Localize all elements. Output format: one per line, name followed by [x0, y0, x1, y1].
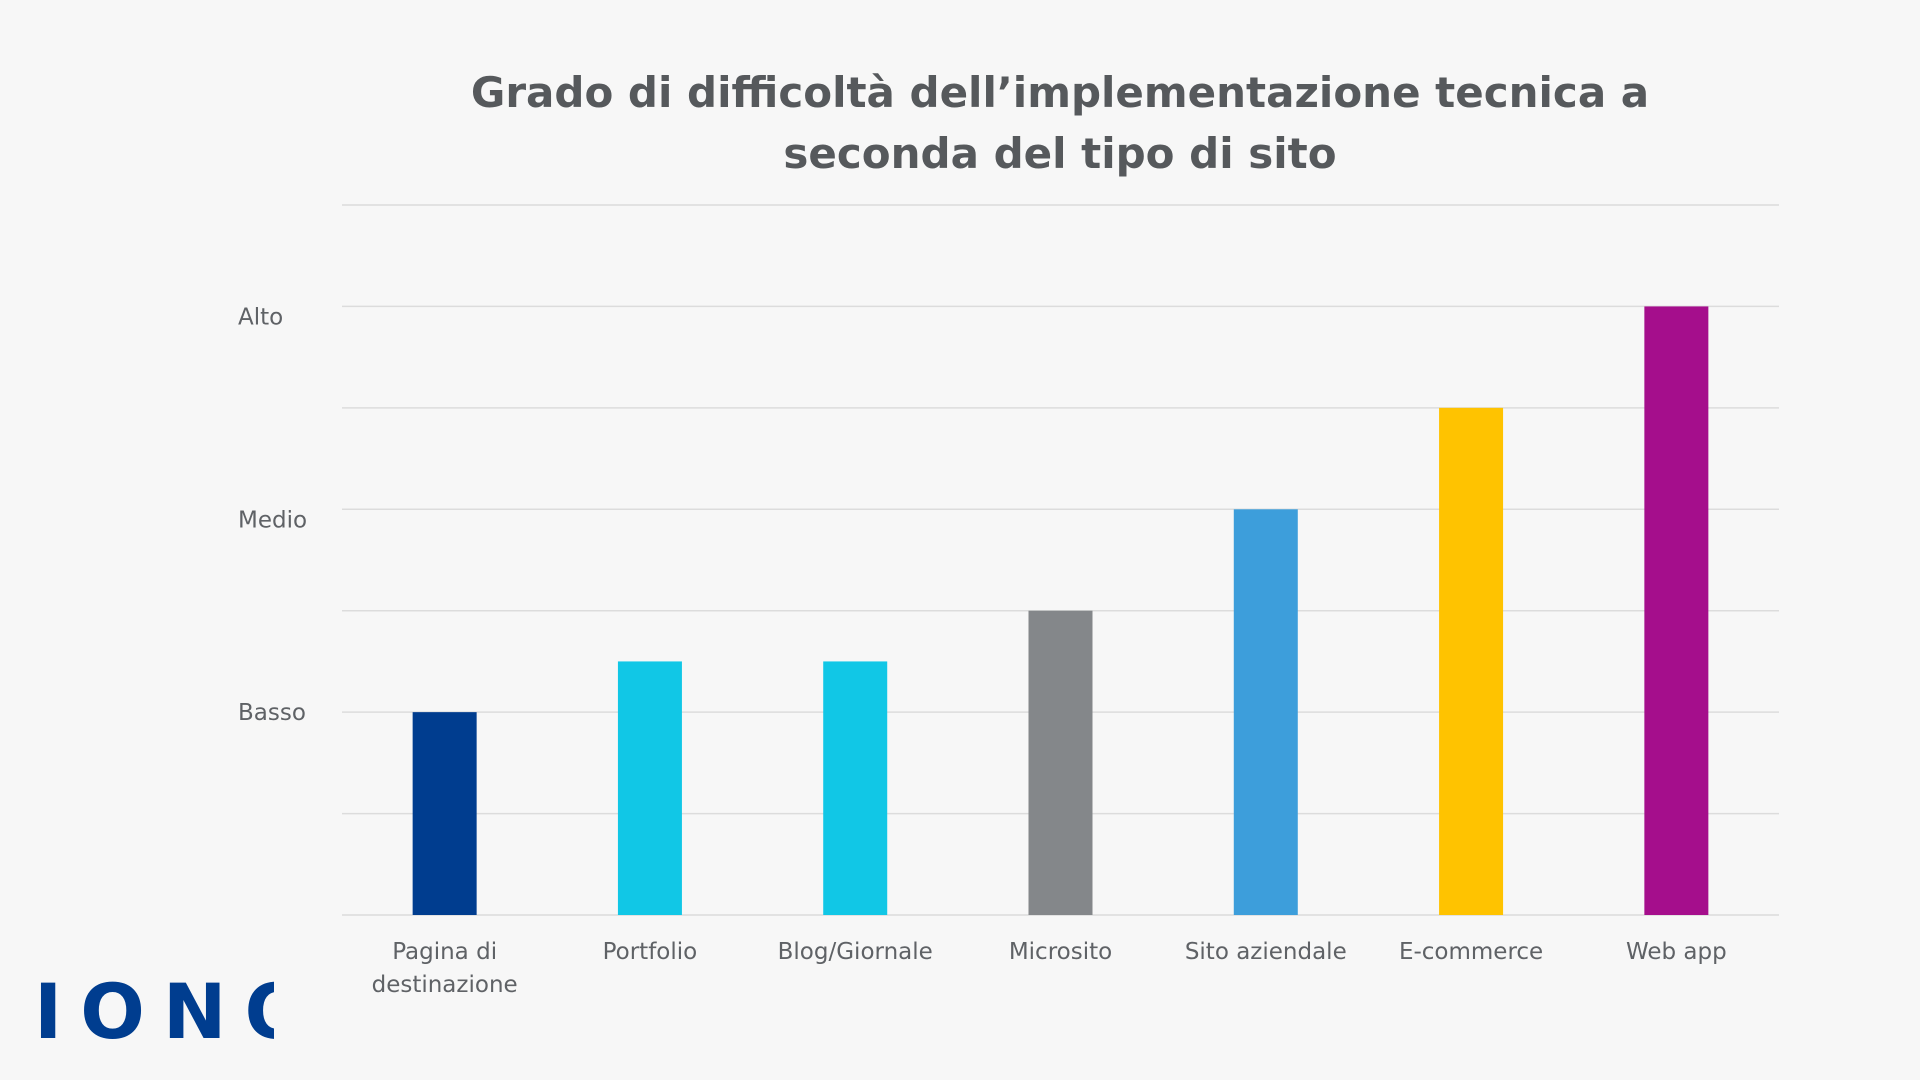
x-tick-label-line: Web app [1626, 939, 1727, 965]
chart-title-line-1: Grado di difficoltà dell’implementazione… [470, 68, 1650, 117]
bar [617, 661, 682, 915]
x-tick-label: Blog/Giornale [778, 939, 933, 965]
x-tick-label-line: E-commerce [1399, 939, 1543, 965]
y-tick-label: Medio [238, 507, 307, 533]
x-tick-label-line: destinazione [372, 972, 518, 998]
y-tick-label: Alto [238, 305, 283, 331]
x-tick-label: Sito aziendale [1185, 939, 1347, 965]
x-tick-label-line: Microsito [1009, 939, 1112, 965]
x-tick-label-line: Portfolio [603, 939, 698, 965]
x-tick-label-line: Sito aziendale [1185, 939, 1347, 965]
bar [1028, 610, 1093, 915]
bar [1644, 306, 1709, 915]
y-axis-labels: Basso Medio Alto [238, 305, 307, 727]
x-tick-label: Pagina di destinazione [372, 939, 518, 998]
chart-title-line-2: seconda del tipo di sito [783, 129, 1337, 178]
x-tick-label-line: Pagina di [392, 939, 497, 965]
bar [412, 712, 477, 915]
bar [1233, 509, 1298, 915]
x-tick-label: Microsito [1009, 939, 1112, 965]
bar [823, 661, 888, 915]
ionos-logo: IONOS [34, 968, 274, 1048]
x-tick-label-line: Blog/Giornale [778, 939, 933, 965]
bar [1439, 407, 1504, 915]
x-axis-labels: Pagina di destinazione Portfolio Blog/Giorn… [372, 939, 1727, 998]
x-tick-label: Portfolio [603, 939, 698, 965]
x-tick-label: Web app [1626, 939, 1727, 965]
ionos-logo-text: IONOS [34, 968, 274, 1048]
bars [412, 306, 1709, 915]
x-tick-label: E-commerce [1399, 939, 1543, 965]
y-tick-label: Basso [238, 700, 306, 726]
chart-title: Grado di difficoltà dell’implementazione… [0, 62, 1920, 184]
